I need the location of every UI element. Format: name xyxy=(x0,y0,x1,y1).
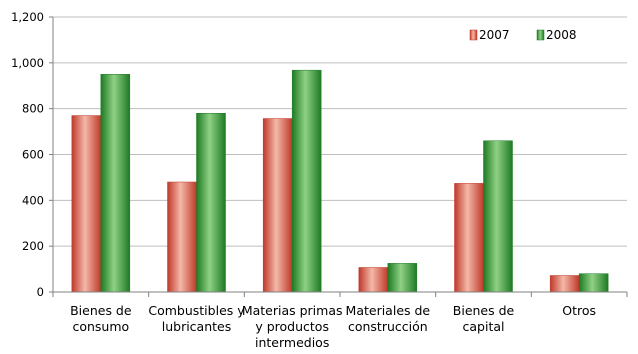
bar-2007 xyxy=(262,118,293,293)
legend-swatch-2007 xyxy=(469,29,478,41)
bars xyxy=(71,69,609,293)
gridlines xyxy=(53,16,627,247)
y-tick-label: 600 xyxy=(22,148,44,162)
bar-2008 xyxy=(387,263,418,293)
bar-2008 xyxy=(196,113,226,293)
category-label: Combustibles y lubricantes xyxy=(148,303,245,334)
y-tick-label: 800 xyxy=(22,102,44,116)
legend-label-2008: 2008 xyxy=(546,28,577,42)
category-label: Materias primas y productos intermedios xyxy=(242,303,343,350)
category-label: Bienes de capital xyxy=(453,303,515,334)
bar-2008 xyxy=(291,69,322,293)
bar-2007 xyxy=(454,183,484,293)
bar-2007 xyxy=(167,181,197,293)
category-label: Otros xyxy=(562,303,596,318)
bar-2007 xyxy=(358,267,389,293)
y-tick-label: 1,000 xyxy=(11,56,44,70)
legend-label-2007: 2007 xyxy=(479,28,510,42)
y-tick-label: 200 xyxy=(22,239,44,253)
legend-swatch-2008 xyxy=(536,29,545,41)
x-axis: Bienes de consumo Combustibles y lubricante… xyxy=(52,291,628,350)
bar-2008 xyxy=(578,273,609,293)
bar-2008 xyxy=(483,140,513,293)
bar-2007 xyxy=(549,275,580,293)
bar-2008 xyxy=(100,74,131,293)
category-label: Materiales de construcción xyxy=(346,303,431,334)
legend: 2007 2008 xyxy=(469,28,577,42)
y-axis: 0 200 400 600 800 1,000 1,200 xyxy=(11,10,54,299)
category-label: Bienes de consumo xyxy=(70,303,132,334)
y-tick-label: 1,200 xyxy=(11,10,44,24)
y-tick-label: 400 xyxy=(22,193,44,207)
bar-2007 xyxy=(71,115,102,293)
y-tick-label: 0 xyxy=(37,285,44,299)
